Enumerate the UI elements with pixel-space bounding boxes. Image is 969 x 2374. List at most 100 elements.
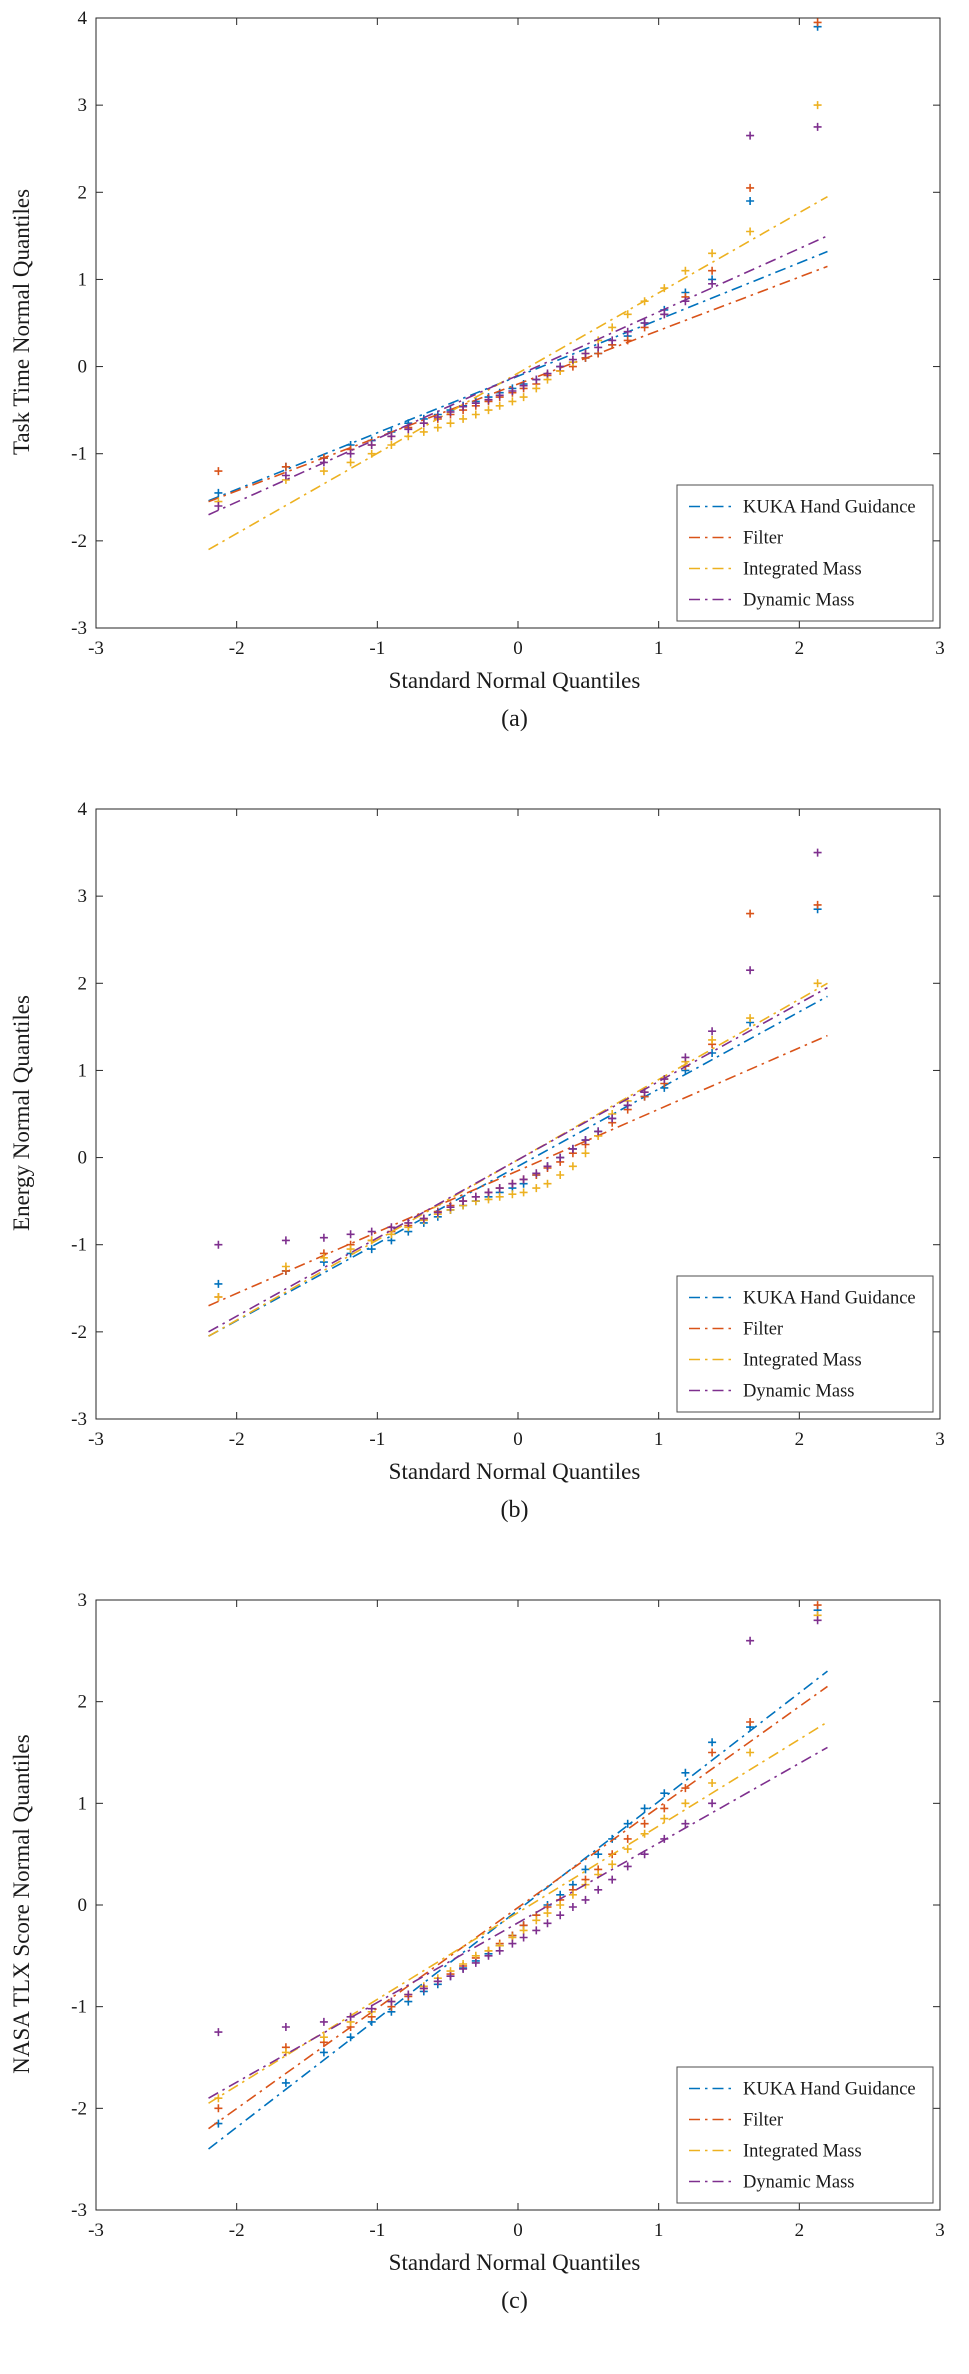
svg-text:-2: -2 <box>71 2098 87 2119</box>
markers <box>214 1601 822 2113</box>
svg-text:2: 2 <box>78 1692 88 1713</box>
legend-label: KUKA Hand Guidance <box>743 1289 916 1309</box>
series-filter <box>208 18 828 503</box>
tick-labels: -3 -2 -1 0 1 2 3 -3 -2 -1 0 1 2 3 4 <box>71 799 945 1450</box>
svg-text:1: 1 <box>78 1793 88 1814</box>
svg-text:-3: -3 <box>71 1409 87 1430</box>
svg-text:4: 4 <box>78 8 88 29</box>
svg-text:3: 3 <box>78 95 88 116</box>
series-dynamic-mass <box>208 122 828 516</box>
svg-text:-2: -2 <box>229 638 245 659</box>
svg-text:-2: -2 <box>71 531 87 552</box>
svg-text:-2: -2 <box>229 2220 245 2241</box>
series-kuka-hand-guidance <box>208 22 828 502</box>
svg-text:-3: -3 <box>71 618 87 639</box>
legend-label: KUKA Hand Guidance <box>743 498 916 518</box>
svg-text:3: 3 <box>935 2220 945 2241</box>
legend: KUKA Hand Guidance Filter Integrated Mass D… <box>676 1275 934 1413</box>
markers <box>214 848 822 1249</box>
markers <box>214 1611 822 2103</box>
markers <box>214 18 822 476</box>
svg-text:-2: -2 <box>229 1429 245 1450</box>
series-kuka-hand-guidance <box>208 905 828 1337</box>
svg-text:1: 1 <box>654 1429 664 1450</box>
tick-labels: -3 -2 -1 0 1 2 3 -3 -2 -1 0 1 2 3 <box>71 1590 945 2241</box>
svg-text:-1: -1 <box>369 2220 385 2241</box>
markers <box>214 22 822 497</box>
axes-box <box>95 808 941 1420</box>
plot-area-a: -3 -2 -1 0 1 2 3 -3 -2 -1 0 1 2 3 4 KUKA Hand Guidance F… <box>0 0 969 668</box>
markers <box>214 979 822 1301</box>
svg-text:2: 2 <box>78 973 88 994</box>
series-integrated-mass <box>208 1611 828 2104</box>
plot-area-b: -3 -2 -1 0 1 2 3 -3 -2 -1 0 1 2 3 4 KUKA Hand Guidance F… <box>0 791 969 1459</box>
legend-label: Integrated Mass <box>743 560 862 580</box>
svg-text:-1: -1 <box>71 1235 87 1256</box>
legend: KUKA Hand Guidance Filter Integrated Mass D… <box>676 2066 934 2204</box>
y-axis-label-c: NASA TLX Score Normal Quantiles <box>9 1734 34 2074</box>
markers <box>214 122 822 510</box>
series-dynamic-mass <box>208 848 828 1333</box>
figure-b: Energy Normal Quantiles -3 -2 -1 0 1 2 3 -3 -2 -1… <box>0 791 969 1582</box>
qq-plot-energy: -3 -2 -1 0 1 2 3 -3 -2 -1 0 1 2 3 4 KUKA Hand Guidance F… <box>71 799 945 1450</box>
svg-text:4: 4 <box>78 799 88 820</box>
svg-text:1: 1 <box>654 638 664 659</box>
qq-plot-task-time: -3 -2 -1 0 1 2 3 -3 -2 -1 0 1 2 3 4 KUKA Hand Guidance F… <box>71 8 945 659</box>
svg-text:2: 2 <box>78 182 88 203</box>
svg-text:-2: -2 <box>71 1322 87 1343</box>
svg-text:-3: -3 <box>88 2220 104 2241</box>
legend-label: Filter <box>743 2111 783 2131</box>
svg-text:2: 2 <box>795 1429 805 1450</box>
legend-label: Dynamic Mass <box>743 1382 855 1402</box>
y-axis-label-b: Energy Normal Quantiles <box>9 995 34 1231</box>
legend-label: Integrated Mass <box>743 2142 862 2162</box>
svg-text:2: 2 <box>795 638 805 659</box>
svg-text:3: 3 <box>78 1590 88 1611</box>
figure-a: Task Time Normal Quantiles -3 -2 -1 0 1 2 3 -3-… <box>0 0 969 791</box>
legend-label: Filter <box>743 529 783 549</box>
x-axis-label-b: Standard Normal Quantiles <box>388 1459 641 1484</box>
caption-a: (a) <box>501 706 528 732</box>
plot-area-c: -3 -2 -1 0 1 2 3 -3 -2 -1 0 1 2 3 KUKA Hand Guidance Fi… <box>0 1582 969 2250</box>
markers <box>214 905 822 1288</box>
caption-b: (b) <box>500 1497 529 1523</box>
svg-text:3: 3 <box>78 886 88 907</box>
series-dynamic-mass <box>208 1616 828 2099</box>
svg-text:0: 0 <box>513 2220 523 2241</box>
svg-text:0: 0 <box>513 638 523 659</box>
series-integrated-mass <box>208 101 828 551</box>
markers <box>214 1606 822 2128</box>
series-filter <box>208 1601 828 2130</box>
tick-labels: -3 -2 -1 0 1 2 3 -3 -2 -1 0 1 2 3 4 <box>71 8 945 659</box>
legend-label: KUKA Hand Guidance <box>743 2080 916 2100</box>
x-axis-label-a: Standard Normal Quantiles <box>388 668 641 693</box>
caption-c: (c) <box>501 2288 528 2314</box>
legend-label: Filter <box>743 1320 783 1340</box>
markers <box>214 900 822 1301</box>
svg-text:3: 3 <box>935 638 945 659</box>
svg-text:-1: -1 <box>369 638 385 659</box>
svg-text:-1: -1 <box>71 1997 87 2018</box>
svg-text:-3: -3 <box>71 2200 87 2221</box>
svg-text:-3: -3 <box>88 1429 104 1450</box>
svg-text:-1: -1 <box>71 444 87 465</box>
svg-text:0: 0 <box>513 1429 523 1450</box>
svg-text:-1: -1 <box>369 1429 385 1450</box>
svg-text:0: 0 <box>78 1895 88 1916</box>
svg-text:0: 0 <box>78 1148 88 1169</box>
y-axis-label-a: Task Time Normal Quantiles <box>9 188 34 456</box>
legend-label: Dynamic Mass <box>743 2173 855 2193</box>
svg-text:3: 3 <box>935 1429 945 1450</box>
axes-box <box>95 17 941 629</box>
svg-text:1: 1 <box>78 1060 88 1081</box>
axes-box <box>95 1599 941 2211</box>
svg-text:-3: -3 <box>88 638 104 659</box>
markers <box>214 1616 822 2037</box>
legend: KUKA Hand Guidance Filter Integrated Mass D… <box>676 484 934 622</box>
svg-text:0: 0 <box>78 357 88 378</box>
legend-label: Integrated Mass <box>743 1351 862 1371</box>
svg-text:1: 1 <box>78 269 88 290</box>
legend-label: Dynamic Mass <box>743 591 855 611</box>
series-filter <box>208 900 828 1307</box>
